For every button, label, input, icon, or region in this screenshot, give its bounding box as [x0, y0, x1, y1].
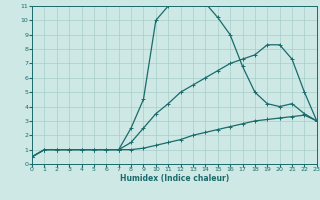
X-axis label: Humidex (Indice chaleur): Humidex (Indice chaleur) [120, 174, 229, 183]
